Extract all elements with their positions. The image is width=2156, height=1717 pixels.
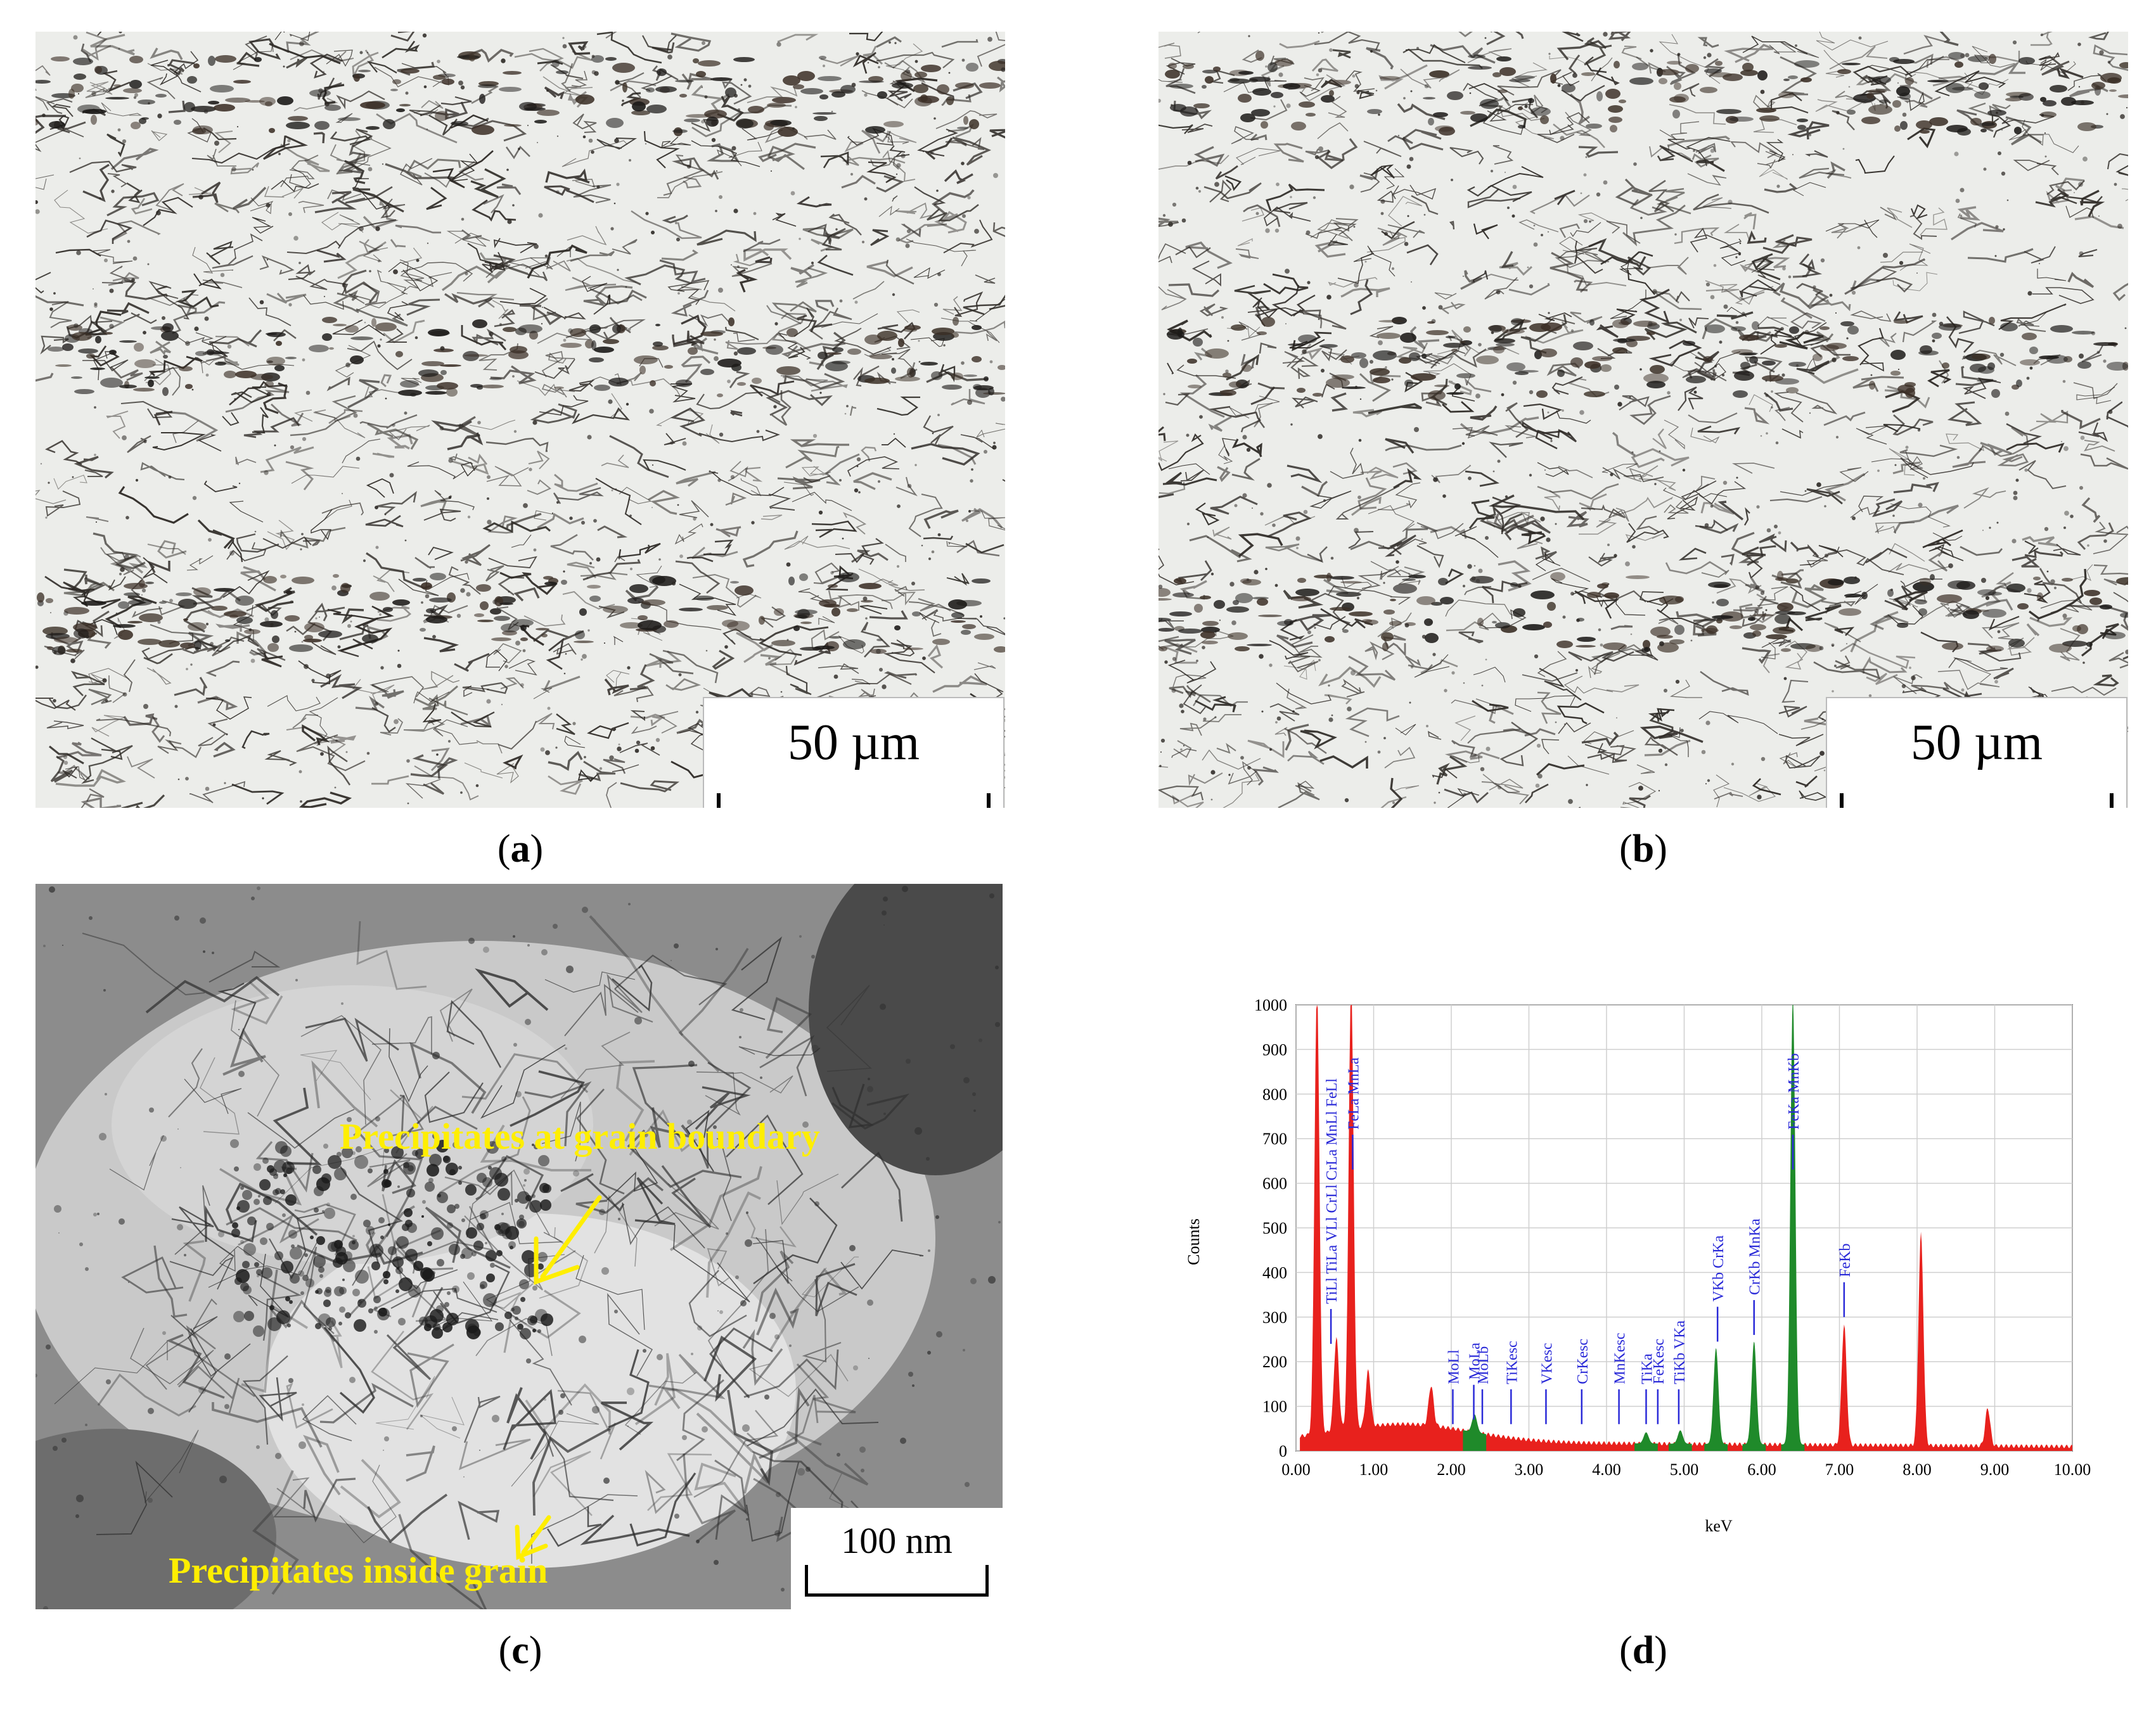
- marker-label: TiKesc: [1504, 1341, 1520, 1384]
- x-tick-label: 4.00: [1592, 1460, 1621, 1479]
- chart-axes: 0 100 200 300 400 500 600 700 800 900 1000 0.00 1.00…: [1254, 996, 2091, 1479]
- tem-image-texture: [35, 884, 1003, 1609]
- marker-label: TiLl TiLa VLl CrLl CrLa MnLl FeLl: [1324, 1078, 1340, 1304]
- scale-bar-a: [717, 793, 991, 808]
- x-tick-label: 0.00: [1281, 1460, 1311, 1479]
- y-tick-label: 0: [1279, 1442, 1287, 1460]
- y-tick-label: 100: [1262, 1398, 1287, 1416]
- x-tick-label: 5.00: [1670, 1460, 1699, 1479]
- y-tick-label: 200: [1262, 1353, 1287, 1371]
- marker-label: FeKesc: [1651, 1339, 1667, 1384]
- x-tick-label: 7.00: [1825, 1460, 1854, 1479]
- annotation-inside-grain: Precipitates inside grain: [169, 1550, 548, 1591]
- peak-identified: [1704, 1348, 1728, 1451]
- marker-label: MoLb: [1475, 1346, 1492, 1384]
- arrow-inside-line: [521, 1515, 551, 1555]
- peak-identified: [1742, 1341, 1766, 1451]
- arrow-inside-head: [515, 1524, 548, 1561]
- chart-spectrum: [1300, 1005, 2072, 1451]
- peak-identified: [1634, 1432, 1658, 1451]
- scale-bar-box-a: 50 µm: [703, 697, 1004, 808]
- marker-label: FeKa MnKb: [1786, 1053, 1802, 1130]
- y-tick-label: 400: [1262, 1263, 1287, 1282]
- y-axis-label: Counts: [1184, 1218, 1203, 1265]
- arrow-boundary-line: [540, 1195, 602, 1279]
- scale-bar-c: [805, 1565, 989, 1597]
- scale-bar-box-b: 50 µm: [1826, 697, 2127, 808]
- annotation-grain-boundary: Precipitates at grain boundary: [340, 1116, 820, 1157]
- peak-identified: [1781, 1005, 1805, 1451]
- y-tick-label: 700: [1262, 1130, 1287, 1148]
- x-tick-label: 6.00: [1747, 1460, 1776, 1479]
- caption-c: (c): [498, 1629, 542, 1672]
- y-tick-label: 900: [1262, 1040, 1287, 1059]
- y-tick-label: 800: [1262, 1085, 1287, 1104]
- chart-grid: [1295, 1004, 2073, 1452]
- peak-identified: [1669, 1430, 1692, 1451]
- micrograph-b-texture: [1158, 32, 2128, 808]
- chart-markers: TiLl TiLa VLl CrLl CrLa MnLl FeLl FeLa Mn…: [1324, 1053, 1854, 1424]
- marker-label: MoLa: [1467, 1343, 1484, 1380]
- scale-bar-b: [1840, 793, 2114, 808]
- x-axis-label: keV: [1705, 1517, 1733, 1533]
- x-tick-label: 9.00: [1980, 1460, 2010, 1479]
- tem-image-c: Precipitates at grain boundary Precipita…: [35, 884, 1003, 1609]
- y-tick-label: 300: [1262, 1308, 1287, 1327]
- scale-label-b: 50 µm: [1910, 715, 2043, 770]
- y-tick-label: 1000: [1254, 996, 1287, 1014]
- marker-label: FeLa MnLa: [1345, 1057, 1362, 1130]
- scale-label-c: 100 nm: [841, 1520, 953, 1561]
- scale-label-a: 50 µm: [787, 715, 920, 770]
- caption-b: (b): [1619, 827, 1667, 871]
- y-tick-label: 600: [1262, 1175, 1287, 1193]
- caption-a: (a): [497, 827, 544, 871]
- x-tick-label: 1.00: [1359, 1460, 1389, 1479]
- y-tick-label: 500: [1262, 1219, 1287, 1237]
- peak-identified: [1463, 1414, 1487, 1451]
- micrograph-b: 50 µm: [1158, 32, 2128, 808]
- marker-label: TiKa: [1639, 1353, 1655, 1384]
- micrograph-a-texture: [35, 32, 1005, 808]
- marker-label: VKesc: [1539, 1343, 1555, 1384]
- marker-label: FeKb: [1837, 1243, 1854, 1277]
- x-tick-label: 2.00: [1437, 1460, 1466, 1479]
- marker-label: MoLl: [1446, 1350, 1462, 1384]
- arrow-boundary-head: [534, 1236, 580, 1285]
- annotation-arrows: [515, 1195, 602, 1561]
- x-tick-label: 3.00: [1515, 1460, 1544, 1479]
- x-tick-label: 8.00: [1903, 1460, 1932, 1479]
- marker-label: TiKb VKa: [1672, 1320, 1688, 1384]
- micrograph-a: 50 µm: [35, 32, 1005, 808]
- caption-d: (d): [1619, 1629, 1667, 1672]
- eds-spectrum-chart: TiLl TiLa VLl CrLl CrLa MnLl FeLl FeLa Mn…: [1184, 996, 2091, 1533]
- scale-bar-box-c: 100 nm: [791, 1508, 1003, 1609]
- marker-label: MnKesc: [1612, 1332, 1629, 1384]
- x-tick-label: 10.00: [2054, 1460, 2091, 1479]
- marker-label: CrKesc: [1575, 1339, 1591, 1384]
- marker-label: CrKb MnKa: [1747, 1218, 1764, 1295]
- marker-label: VKb CrKa: [1710, 1235, 1727, 1302]
